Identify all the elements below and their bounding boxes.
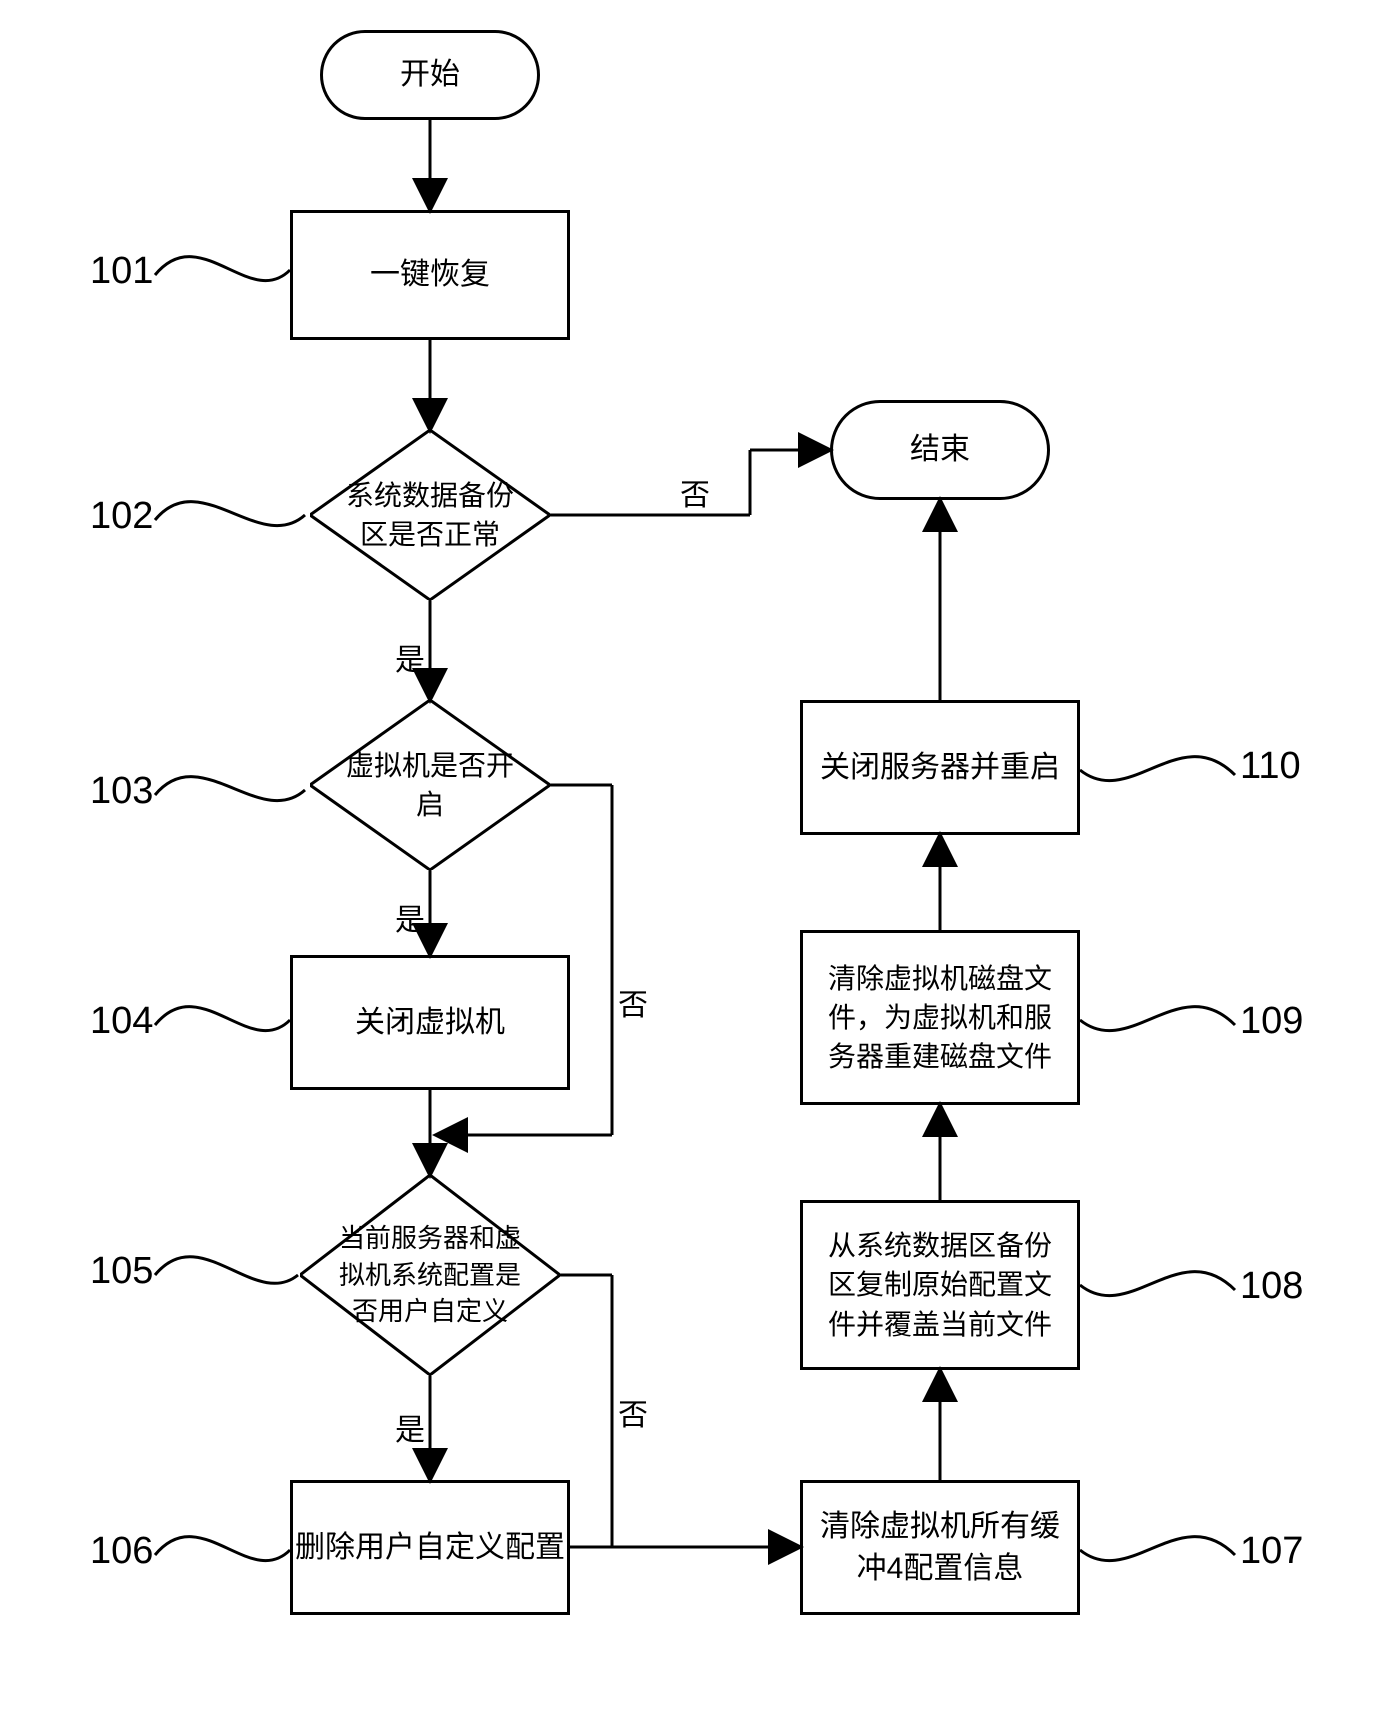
step-num-102: 102 [90,495,153,538]
process-109: 清除虚拟机磁盘文件，为虚拟机和服务器重建磁盘文件 [800,930,1080,1105]
process-110: 关闭服务器并重启 [800,700,1080,835]
decision-102-label: 系统数据备份区是否正常 [310,476,550,554]
decision-103-label: 虚拟机是否开启 [310,746,550,824]
start-terminator: 开始 [320,30,540,120]
step-num-101: 101 [90,250,153,293]
edges-svg [0,0,1400,1728]
decision-103: 虚拟机是否开启 [310,700,550,870]
decision-105: 当前服务器和虚拟机系统配置是否用户自定义 [300,1175,560,1375]
step-num-109: 109 [1240,1000,1303,1043]
process-110-label: 关闭服务器并重启 [820,747,1060,789]
step-num-110: 110 [1240,745,1301,788]
end-terminator: 结束 [830,400,1050,500]
process-107: 清除虚拟机所有缓冲4配置信息 [800,1480,1080,1615]
end-label: 结束 [910,429,970,471]
step-num-106: 106 [90,1530,153,1573]
process-104-label: 关闭虚拟机 [355,1002,505,1044]
process-101: 一键恢复 [290,210,570,340]
edge-105-yes: 是 [395,1405,425,1449]
decision-105-label: 当前服务器和虚拟机系统配置是否用户自定义 [300,1220,560,1329]
step-num-107: 107 [1240,1530,1303,1573]
edge-102-yes: 是 [395,635,425,679]
process-106-label: 删除用户自定义配置 [295,1527,565,1569]
process-108-label: 从系统数据区备份区复制原始配置文件并覆盖当前文件 [818,1226,1062,1344]
edge-103-no: 否 [618,980,648,1024]
step-num-104: 104 [90,1000,153,1043]
edge-103-yes: 是 [395,895,425,939]
step-num-103: 103 [90,770,153,813]
process-107-label: 清除虚拟机所有缓冲4配置信息 [818,1506,1062,1590]
process-101-label: 一键恢复 [370,254,490,296]
edge-105-no: 否 [618,1390,648,1434]
decision-102: 系统数据备份区是否正常 [310,430,550,600]
process-108: 从系统数据区备份区复制原始配置文件并覆盖当前文件 [800,1200,1080,1370]
start-label: 开始 [400,54,460,96]
process-104: 关闭虚拟机 [290,955,570,1090]
edge-102-no: 否 [680,470,710,514]
step-num-108: 108 [1240,1265,1303,1308]
process-109-label: 清除虚拟机磁盘文件，为虚拟机和服务器重建磁盘文件 [818,959,1062,1077]
process-106: 删除用户自定义配置 [290,1480,570,1615]
step-num-105: 105 [90,1250,153,1293]
